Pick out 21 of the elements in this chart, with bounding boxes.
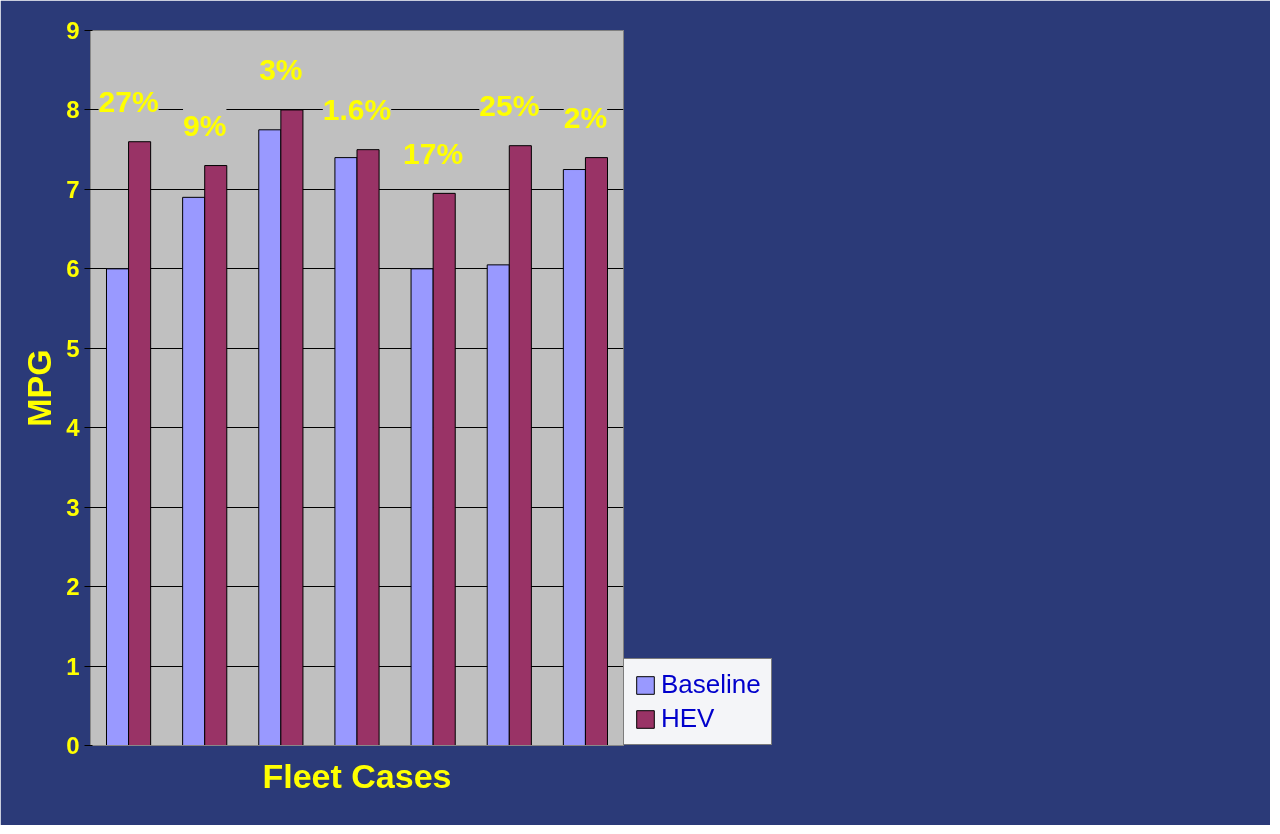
y-tick-label: 3 (66, 493, 80, 521)
annotation: 2% (563, 100, 608, 134)
x-axis-title: Fleet Cases (262, 756, 452, 795)
y-tick-label: 9 (66, 17, 80, 44)
annotation: 1.6% (322, 92, 392, 126)
y-axis-title: MPG (20, 349, 59, 427)
y-tick-label: 1 (66, 652, 80, 680)
annotation: 27% (98, 84, 159, 118)
y-tick-label: 5 (66, 334, 80, 362)
y-tick-label: 4 (66, 414, 81, 442)
y-tick-label: 2 (66, 573, 80, 601)
annotation: 25% (479, 88, 540, 122)
annotation: 17% (403, 136, 464, 170)
y-tick-label: 6 (66, 255, 80, 283)
annotation: 3% (259, 53, 303, 87)
y-tick-label: 8 (66, 96, 80, 124)
legend-label: HEV (661, 703, 715, 734)
legend-label: Baseline (661, 669, 761, 700)
y-tick-label: 7 (66, 175, 80, 203)
annotation: 9% (183, 108, 227, 142)
y-tick-label: 0 (66, 732, 80, 759)
